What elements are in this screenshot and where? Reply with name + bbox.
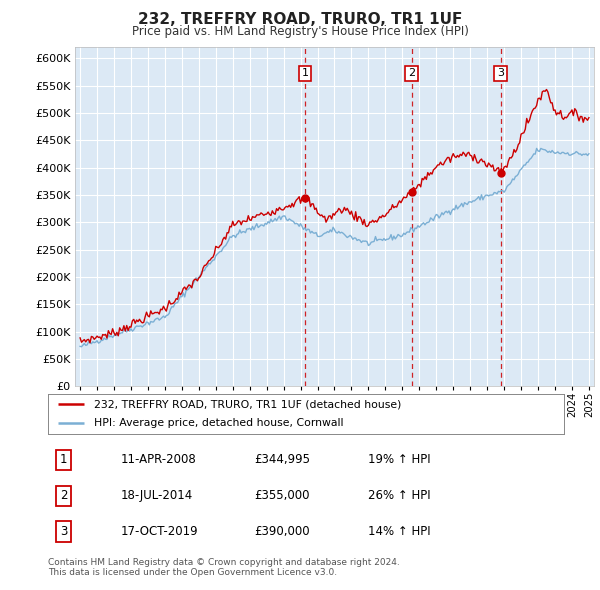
Text: 17-OCT-2019: 17-OCT-2019 [120,525,198,538]
Text: 3: 3 [497,68,504,78]
Text: £355,000: £355,000 [254,489,310,502]
Text: HPI: Average price, detached house, Cornwall: HPI: Average price, detached house, Corn… [94,418,344,428]
Text: Price paid vs. HM Land Registry's House Price Index (HPI): Price paid vs. HM Land Registry's House … [131,25,469,38]
Text: 26% ↑ HPI: 26% ↑ HPI [368,489,431,502]
Text: 232, TREFFRY ROAD, TRURO, TR1 1UF (detached house): 232, TREFFRY ROAD, TRURO, TR1 1UF (detac… [94,399,402,409]
Text: 14% ↑ HPI: 14% ↑ HPI [368,525,431,538]
Text: £390,000: £390,000 [254,525,310,538]
Text: 3: 3 [60,525,67,538]
Text: 18-JUL-2014: 18-JUL-2014 [120,489,193,502]
Text: 1: 1 [60,453,67,466]
Text: 19% ↑ HPI: 19% ↑ HPI [368,453,431,466]
Text: 11-APR-2008: 11-APR-2008 [120,453,196,466]
Text: 232, TREFFRY ROAD, TRURO, TR1 1UF: 232, TREFFRY ROAD, TRURO, TR1 1UF [138,12,462,27]
Text: 2: 2 [60,489,67,502]
Text: 2: 2 [408,68,415,78]
Text: 1: 1 [302,68,308,78]
Text: £344,995: £344,995 [254,453,310,466]
Text: Contains HM Land Registry data © Crown copyright and database right 2024.
This d: Contains HM Land Registry data © Crown c… [48,558,400,577]
